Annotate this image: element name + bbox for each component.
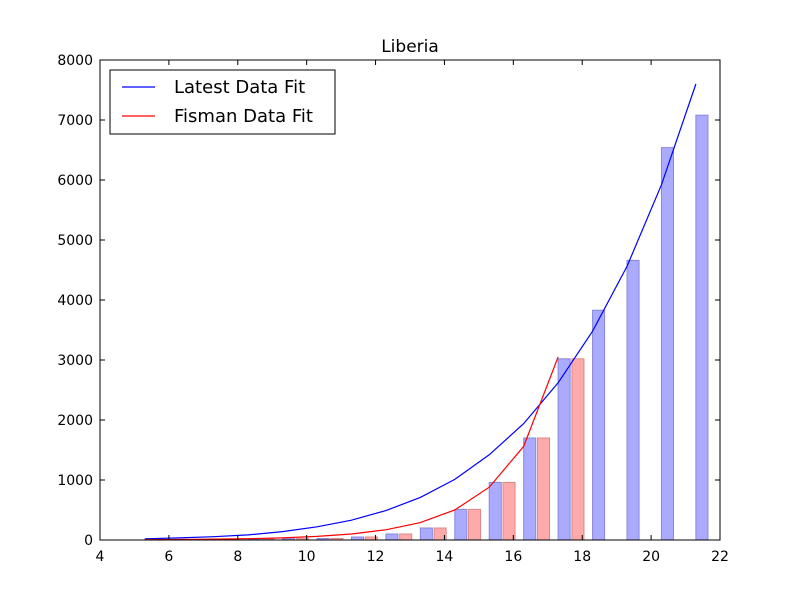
bar-0-9 [454,508,468,541]
legend-label-fisman: Fisman Data Fit [174,106,313,127]
x-tick-label: 8 [233,549,242,565]
y-tick-label: 0 [84,533,93,549]
bars-layer [144,114,709,541]
y-tick-label: 3000 [57,353,93,369]
y-axis: 0 1000 2000 3000 4000 5000 6000 7000 8000 [57,53,720,549]
x-tick-label: 14 [436,549,454,565]
bar-0-10 [488,481,502,541]
x-tick-label: 6 [164,549,173,565]
bar-1-11 [536,437,551,541]
bar-0-11 [523,437,537,541]
y-tick-label: 8000 [57,53,93,69]
y-tick-label: 2000 [57,413,93,429]
legend-label-latest: Latest Data Fit [174,77,305,98]
series-line-1 [144,356,559,541]
legend-box [109,69,336,135]
y-tick-label: 1000 [57,473,93,489]
y-tick-label: 6000 [57,173,93,189]
x-tick-label: 4 [96,549,105,565]
lines-layer [144,83,697,541]
x-tick-label: 22 [711,549,729,565]
bar-1-9 [468,508,482,541]
legend: Latest Data Fit Fisman Data Fit [109,69,336,135]
bar-0-15 [660,147,675,541]
y-tick-label: 5000 [57,233,93,249]
bar-1-12 [571,358,585,541]
x-tick-label: 10 [298,549,316,565]
bar-1-10 [502,481,516,541]
x-tick-label: 20 [642,549,660,565]
bar-0-7 [385,533,399,541]
x-tick-label: 18 [573,549,591,565]
bar-0-16 [695,114,709,541]
y-tick-label: 4000 [57,293,93,309]
x-tick-label: 16 [504,549,522,565]
x-axis: 4 6 8 10 12 14 16 18 20 22 [96,60,729,565]
y-tick-label: 7000 [57,113,93,129]
bar-1-7 [399,533,413,541]
bar-0-14 [626,259,640,541]
bar-0-13 [592,309,606,541]
chart-title: Liberia [381,37,439,57]
x-tick-label: 12 [367,549,385,565]
bar-0-12 [557,358,571,541]
bar-0-8 [419,527,433,541]
series-line-0 [144,83,697,540]
